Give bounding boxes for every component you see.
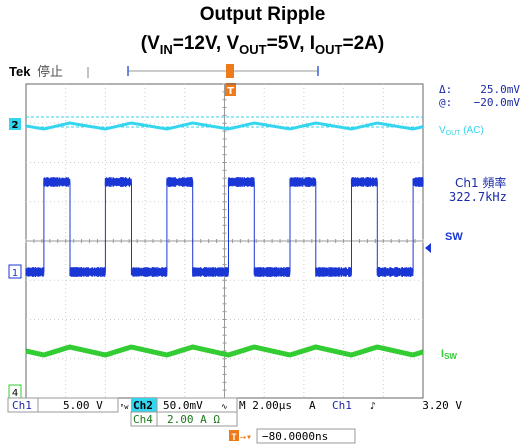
subtitle-open: (V <box>140 33 160 54</box>
trigger-source[interactable]: Ch1 <box>332 399 352 412</box>
ch1-name[interactable]: Ch1 <box>12 399 32 412</box>
chart-subtitle: (VIN=12V, VOUT=5V, IOUT=2A) <box>0 33 525 57</box>
svg-text:1: 1 <box>12 268 18 279</box>
ch2-ac-mark: ∿ <box>221 402 228 411</box>
cursor-readout: Δ: 25.0mV @: −20.0mV <box>439 83 520 109</box>
svg-text:T: T <box>227 86 234 97</box>
acquisition-state: 停止 <box>37 64 63 80</box>
status-bar: Ch1 5.00 V ᴮw Ch2 50.0mV ∿ M 2.00µs A Ch… <box>7 397 462 444</box>
ch2-bw-mark: ᴮw <box>120 403 129 411</box>
subtitle-vout-sub: OUT <box>239 41 267 57</box>
trigger-slope: ♪ <box>370 401 376 412</box>
svg-text:Δ:: Δ: <box>439 83 452 96</box>
sw-label: SW <box>445 231 463 243</box>
subtitle-iout-val: =2A) <box>342 33 385 54</box>
vout-ac-label: VOUT (AC) <box>439 125 484 137</box>
chart-title: Output Ripple <box>199 4 326 25</box>
ch4-marker[interactable]: 4 <box>8 384 22 399</box>
brand-label: Tek <box>9 64 31 79</box>
trigger-position[interactable]: −80.0000ns <box>262 430 328 443</box>
ch2-name[interactable]: Ch2 <box>133 399 153 412</box>
ch1-scale[interactable]: 5.00 V <box>63 399 103 412</box>
svg-text:@:: @: <box>439 96 452 109</box>
trigger-level[interactable]: 3.20 V <box>422 399 462 412</box>
subtitle-vout-val: =5V, I <box>266 33 316 54</box>
ch2-marker[interactable]: 2 <box>9 118 21 131</box>
isw-label: ISW <box>441 348 457 361</box>
trigger-mode[interactable]: A <box>309 399 316 412</box>
trigger-arrow-icon: →▾ <box>240 432 252 443</box>
ch1-sw-trace-noise <box>25 177 424 277</box>
frequency-value: 322.7kHz <box>449 190 507 204</box>
subtitle-iout-sub: OUT <box>315 41 343 57</box>
subtitle-vin-sub: IN <box>159 41 173 57</box>
ch1-marker[interactable]: 1 <box>8 264 22 279</box>
subtitle-vin-val: =12V, V <box>172 33 240 54</box>
svg-text:4: 4 <box>12 388 18 399</box>
ch4-name[interactable]: Ch4 <box>133 413 153 426</box>
svg-text:25.0mV: 25.0mV <box>480 83 520 96</box>
ch2-scale[interactable]: 50.0mV <box>163 399 203 412</box>
svg-text:2: 2 <box>12 120 19 131</box>
trigger-position-marker[interactable]: T <box>225 83 236 97</box>
timebase[interactable]: M 2.00µs <box>239 399 292 412</box>
trigger-level-arrow <box>425 243 431 253</box>
ch4-scale[interactable]: 2.00 A Ω <box>167 413 220 426</box>
ch4-isw-trace <box>25 344 424 358</box>
frequency-label: Ch1 頻率 <box>455 175 506 190</box>
svg-text:−20.0mV: −20.0mV <box>474 96 521 109</box>
record-bar <box>127 64 319 78</box>
trigger-icon: T <box>231 433 237 443</box>
